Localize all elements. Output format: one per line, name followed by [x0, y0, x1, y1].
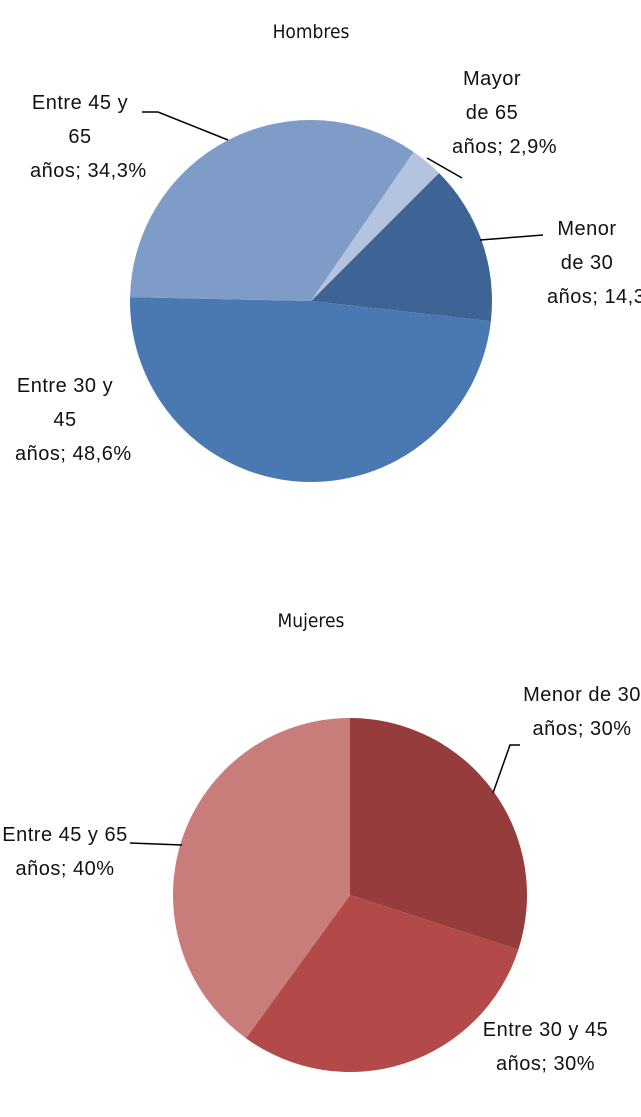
category-label: Entre 30 y 45 años;	[482, 1019, 609, 1075]
data-label: Mayor de 65 años; 2,9%	[452, 62, 557, 164]
label-area: Menor de 30 años;14,3% Entre 30 y 45 años…	[0, 0, 641, 505]
leader-line	[479, 234, 544, 241]
value-label: 34,3%	[87, 160, 147, 182]
data-label: Entre 30 y 45 años; 48,6%	[15, 369, 131, 471]
chart-title: Mujeres	[278, 610, 345, 632]
chart-title: Hombres	[273, 21, 350, 43]
value-label: 30%	[553, 1053, 595, 1075]
leader-line	[492, 744, 520, 794]
pie-slice	[172, 718, 350, 1039]
data-label: Menor de 30 años; 30%	[512, 678, 641, 746]
category-label: Menor de 30 años;	[523, 684, 641, 740]
pie-slice	[350, 718, 527, 950]
value-label: 40%	[72, 858, 115, 880]
category-label: Entre 45 y 65 años;	[30, 92, 129, 182]
pie-slice	[311, 173, 492, 322]
category-label: Entre 30 y 45 años;	[15, 375, 114, 465]
category-label: Menor de 30 años;	[547, 218, 617, 308]
pie-slice	[245, 895, 519, 1072]
data-label: Menor de 30 años;14,3%	[547, 212, 641, 314]
leader-line	[129, 842, 183, 846]
pie-slice	[311, 151, 439, 301]
value-label: 2,9%	[509, 136, 558, 158]
category-label: Mayor de 65 años;	[452, 68, 522, 158]
data-label: Entre 45 y 65 años; 40%	[0, 818, 135, 886]
value-label: 14,3%	[604, 286, 641, 308]
pie-slice	[130, 120, 414, 301]
pie-slice	[129, 297, 491, 483]
category-label: Entre 45 y 65 años;	[2, 824, 128, 880]
leader-line	[426, 157, 463, 179]
value-label: 30%	[589, 718, 632, 740]
data-label: Entre 45 y 65 años; 34,3%	[30, 86, 146, 188]
value-label: 48,6%	[72, 443, 132, 465]
data-label: Entre 30 y 45 años; 30%	[478, 1013, 613, 1081]
leader-line	[142, 111, 229, 141]
